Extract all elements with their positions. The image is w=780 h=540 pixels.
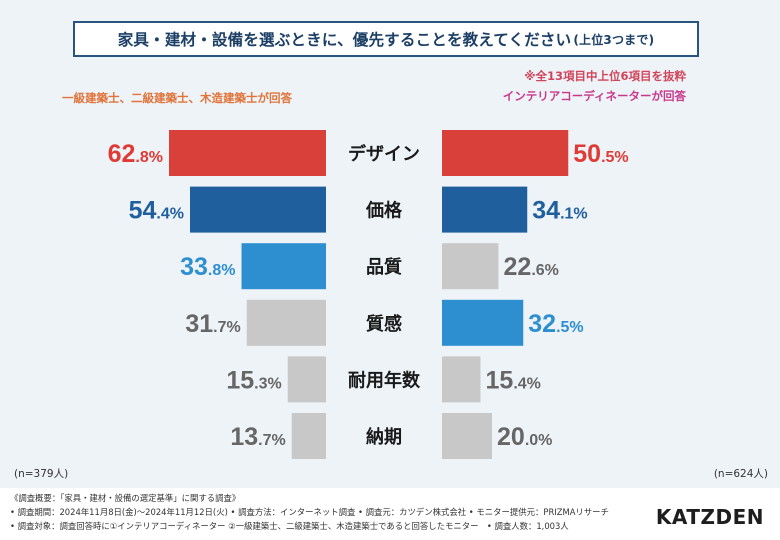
category-label: デザイン (348, 143, 420, 165)
right-bar (442, 356, 481, 403)
left-value-label: 54.4% (129, 197, 184, 225)
category-label: 納期 (366, 426, 402, 448)
left-bar (291, 413, 326, 459)
left-bar (241, 243, 326, 290)
left-value-label: 31.7% (185, 310, 240, 338)
survey-footer: 《調査概要：「家具・建材・設備の選定基準」に関する調査》 • 調査期間：2024… (0, 488, 780, 540)
right-bar (442, 130, 569, 176)
left-value-label: 13.7% (230, 423, 285, 451)
katzden-logo: KATZDEN (655, 505, 764, 529)
right-sample-size: (n=624人) (713, 468, 768, 480)
title-main: 家具・建材・設備を選ぶときに、優先することを教えてください (117, 31, 572, 49)
diverging-bar-chart: デザイン 62.8% 50.5% 価格 54.4% 34.1% 品質 33.8% 22.6% 質感… (108, 130, 629, 459)
category-label: 質感 (366, 313, 402, 335)
left-bar (169, 130, 326, 176)
right-value-label: 32.5% (528, 310, 583, 338)
right-value-label: 34.1% (532, 197, 587, 225)
right-value-label: 22.6% (504, 253, 559, 281)
right-bar (442, 299, 524, 346)
left-sample-size: (n=379人) (14, 468, 69, 480)
left-value-label: 62.8% (108, 140, 163, 168)
right-value-label: 20.0% (497, 423, 552, 451)
right-value-label: 50.5% (573, 140, 628, 168)
left-value-label: 15.3% (226, 366, 281, 394)
right-bar (442, 413, 492, 459)
category-label: 価格 (365, 200, 403, 222)
category-label: 耐用年数 (348, 369, 421, 391)
chart-title: 家具・建材・設備を選ぶときに、優先することを教えてください (上位3つまで) (73, 21, 699, 57)
footer-line: • 調査期間：2024年11月8日(金)〜2024年11月12日(火) • 調査… (10, 507, 609, 517)
right-value-label: 15.4% (486, 366, 541, 394)
left-bar (190, 186, 326, 233)
right-group-note: インテリアコーディネーターが回答 (502, 89, 686, 103)
left-group-note: 一級建築士、二級建築士、木造建築士が回答 (62, 91, 292, 105)
right-bar (442, 186, 528, 233)
title-suffix: (上位3つまで) (573, 32, 655, 47)
category-label: 品質 (366, 256, 402, 278)
extract-note: ※全13項目中上位6項目を抜粋 (524, 69, 686, 83)
left-bar (287, 356, 326, 403)
footer-line: 《調査概要：「家具・建材・設備の選定基準」に関する調査》 (10, 493, 241, 503)
right-bar (442, 243, 499, 290)
footer-line: • 調査対象：調査回答時に①インテリアコーディネーター ②一級建築士、二級建築士… (10, 521, 569, 531)
left-value-label: 33.8% (180, 253, 235, 281)
left-bar (246, 299, 326, 346)
